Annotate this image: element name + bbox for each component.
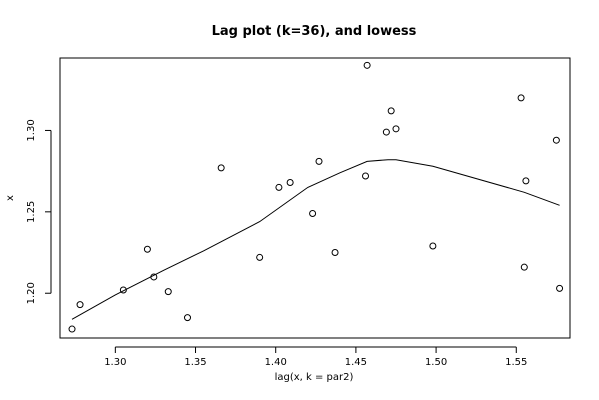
data-point — [164, 288, 172, 296]
data-point — [387, 107, 395, 115]
data-point — [392, 125, 400, 133]
y-tick-label: 1.30 — [26, 119, 37, 141]
data-point — [517, 94, 525, 102]
data-point — [382, 128, 390, 136]
lowess-layer — [71, 159, 560, 320]
x-tick-label: 1.40 — [265, 357, 287, 368]
data-point — [217, 164, 225, 172]
y-axis: 1.20 1.25 1.30 — [26, 119, 52, 304]
x-tick-label: 1.50 — [425, 357, 447, 368]
data-point — [522, 177, 530, 185]
x-tick-label: 1.55 — [505, 357, 527, 368]
chart-title: Lag plot (k=36), and lowess — [212, 24, 417, 39]
plot-frame — [59, 57, 571, 339]
data-point — [256, 253, 264, 261]
data-point — [286, 179, 294, 187]
data-point — [520, 263, 528, 271]
points-layer — [68, 61, 564, 333]
data-point — [76, 301, 84, 309]
data-point — [363, 61, 371, 69]
data-point — [150, 273, 158, 281]
lowess-line — [71, 159, 560, 320]
y-tick-label: 1.25 — [26, 201, 37, 223]
x-axis: 1.30 1.35 1.40 1.45 1.50 1.55 — [104, 346, 527, 368]
data-point — [331, 249, 339, 257]
x-axis-label: lag(x, k = par2) — [275, 372, 354, 383]
x-tick-label: 1.45 — [345, 357, 367, 368]
data-point — [184, 314, 191, 322]
data-point — [362, 172, 370, 180]
y-tick-label: 1.20 — [26, 282, 37, 304]
data-point — [552, 136, 560, 144]
y-axis-label: x — [5, 195, 16, 201]
data-point — [309, 209, 317, 217]
x-tick-label: 1.30 — [104, 357, 126, 368]
data-point — [556, 284, 564, 292]
data-point — [315, 157, 323, 165]
x-tick-label: 1.35 — [184, 357, 206, 368]
data-point — [119, 286, 127, 294]
data-point — [68, 325, 76, 333]
data-point — [143, 245, 151, 253]
data-point — [275, 183, 283, 191]
data-point — [429, 242, 437, 250]
